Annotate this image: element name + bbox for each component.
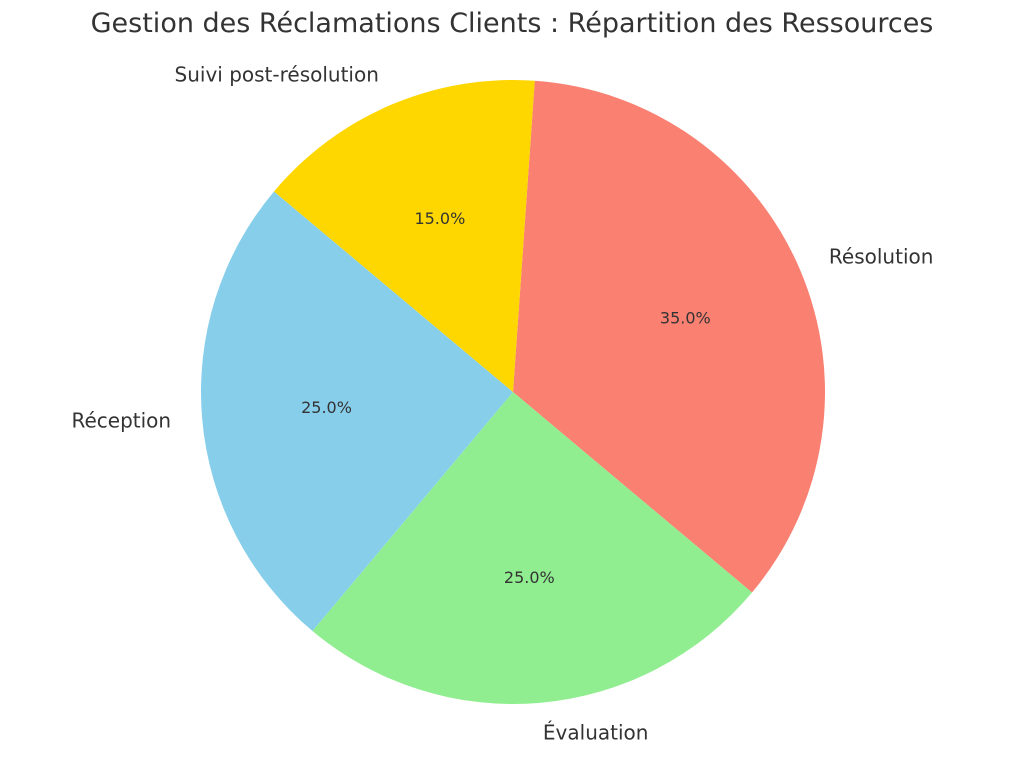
pie-pct-label-resolution: 35.0%: [660, 308, 711, 327]
pie-pct-label-evaluation: 25.0%: [504, 568, 555, 587]
pie-category-label-suivi-post-resolution: Suivi post-résolution: [175, 63, 379, 87]
pie-category-label-reception: Réception: [71, 408, 171, 432]
pie-slice-suivi-post-resolution: [273, 79, 535, 393]
pie-pct-label-suivi-post-resolution: 15.0%: [414, 209, 465, 228]
pie-slice-resolution: [513, 80, 826, 593]
chart-title: Gestion des Réclamations Clients : Répar…: [90, 8, 934, 39]
pie-category-label-resolution: Résolution: [829, 244, 934, 268]
pie-slice-evaluation: [312, 392, 753, 705]
pie-category-label-evaluation: Évaluation: [543, 720, 649, 744]
pie-slice-reception: [200, 191, 513, 632]
pie-pct-label-reception: 25.0%: [301, 398, 352, 417]
